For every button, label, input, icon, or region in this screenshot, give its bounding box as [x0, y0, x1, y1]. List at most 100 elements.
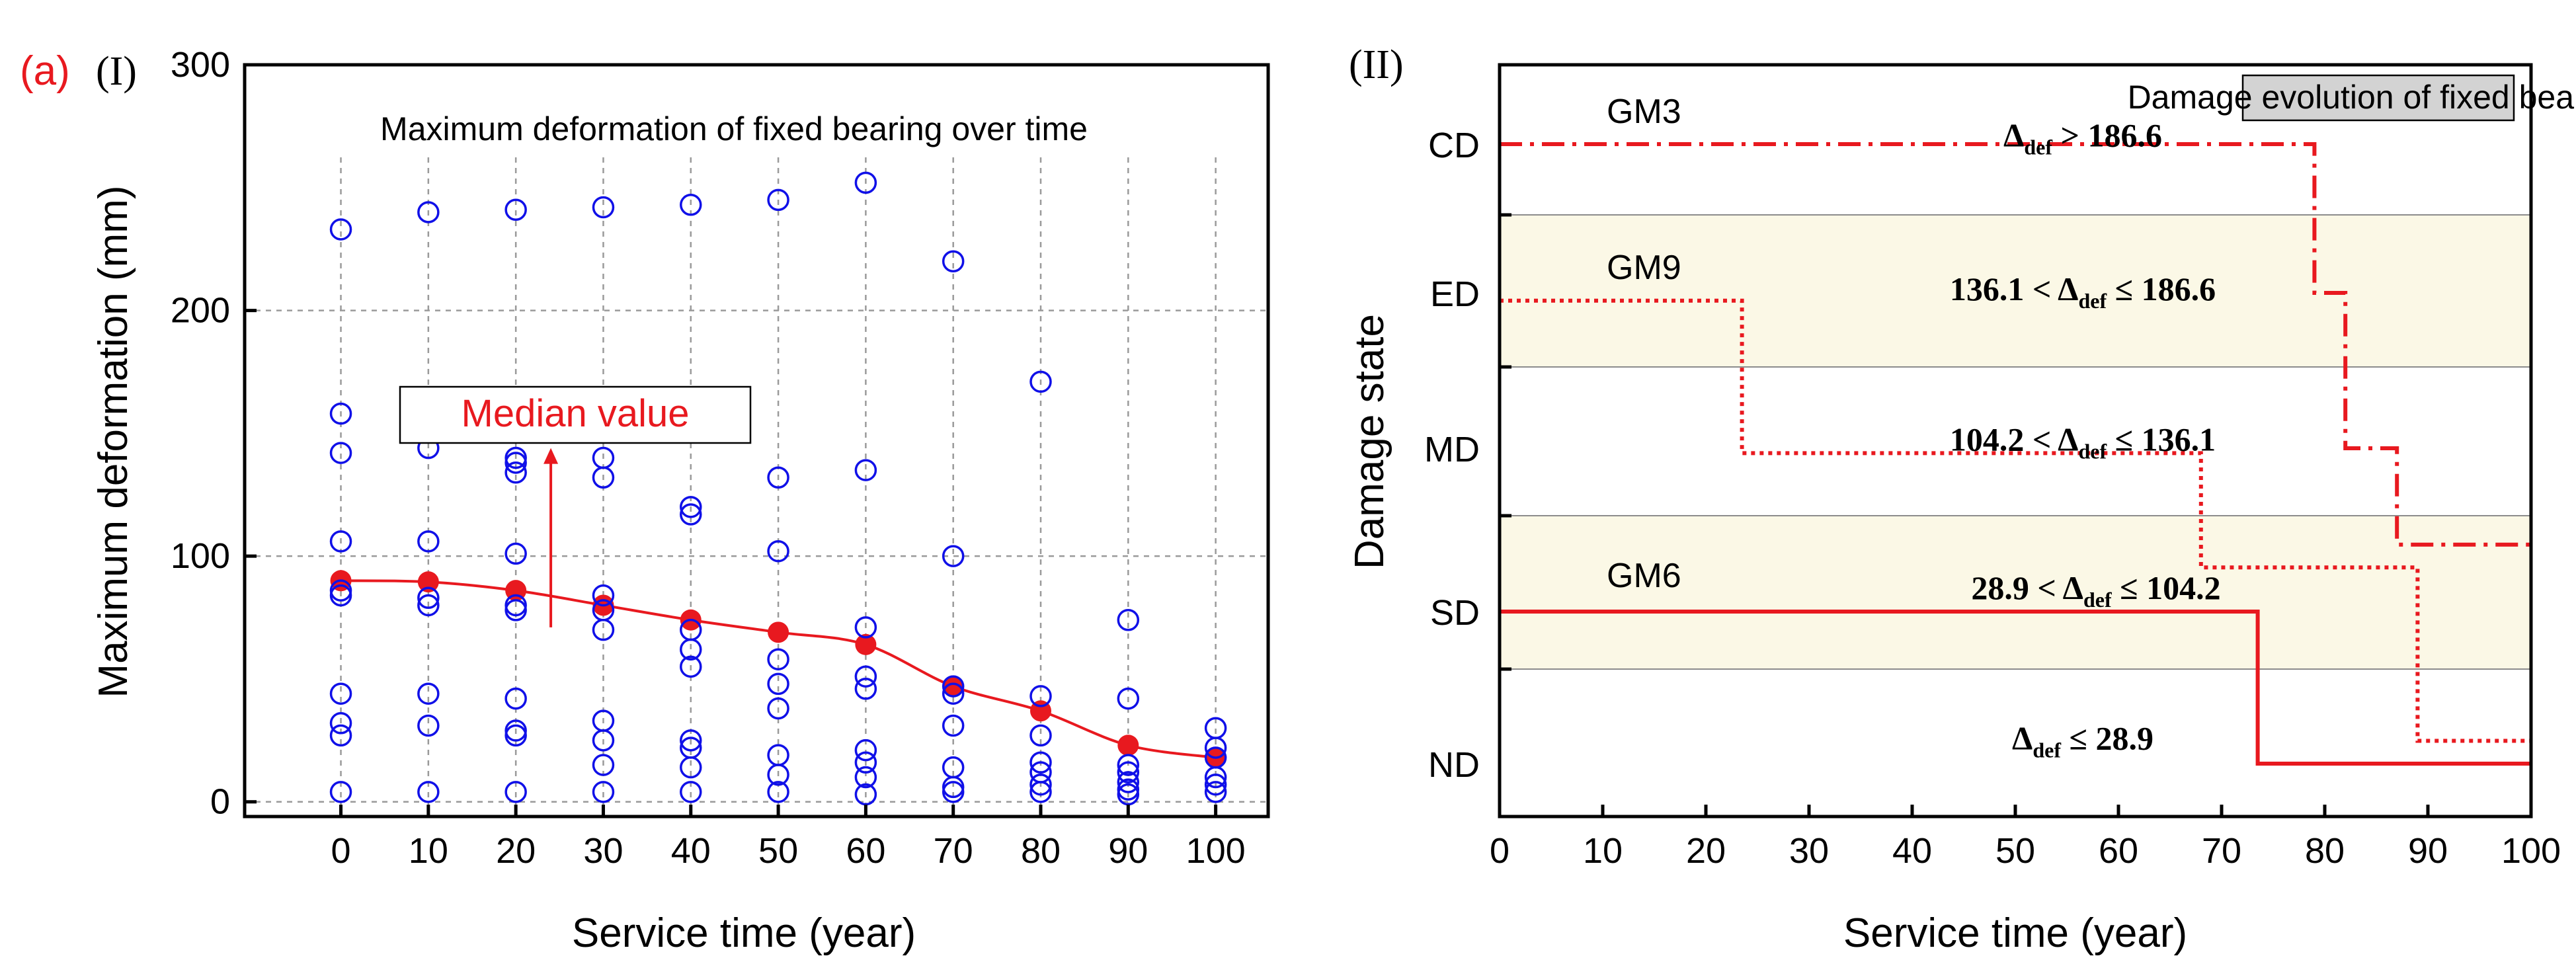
data-point [942, 675, 965, 698]
scatter-points [329, 171, 1227, 806]
panel-2-title-bg [2241, 74, 2515, 122]
data-point [1204, 766, 1227, 789]
data-point [767, 540, 789, 563]
data-point [942, 250, 965, 273]
median-point [1117, 735, 1139, 756]
data-point [680, 756, 702, 779]
data-point [942, 682, 965, 705]
data-point [767, 188, 789, 212]
data-point [417, 586, 440, 610]
data-point [854, 171, 877, 194]
x-tick-label: 40 [1892, 831, 1932, 871]
median-point [942, 676, 964, 698]
y-tick-label: MD [1424, 430, 1480, 469]
panel-2-id: (II) [1349, 42, 1404, 87]
data-point [504, 542, 527, 565]
data-point [767, 697, 789, 720]
data-point [417, 201, 440, 223]
x-tick-label: 80 [1021, 831, 1061, 871]
data-point [1029, 685, 1052, 707]
data-point [417, 530, 440, 553]
median-annotation: Median value [399, 385, 752, 627]
panel-damage: 0 10 20 30 40 50 60 70 80 90 100 ND SD MD ED CD Δdef ≤… [1347, 42, 2576, 956]
series-label-gm6: GM6 [1607, 557, 1681, 595]
panel-2-x-axis: 0 10 20 30 40 50 60 70 80 90 100 [1490, 805, 2561, 871]
data-point [767, 781, 789, 803]
x-tick-label: 20 [496, 831, 536, 871]
data-point [1029, 724, 1052, 747]
data-point [329, 530, 352, 553]
y-tick-label: ED [1430, 274, 1480, 314]
data-point [1204, 781, 1227, 803]
panel-1-id: (I) [96, 49, 137, 94]
data-point [680, 655, 702, 678]
data-point [854, 766, 877, 789]
median-arrowhead [543, 448, 559, 464]
y-tick-label: 200 [171, 291, 230, 331]
data-point [1204, 773, 1227, 796]
data-point [1117, 608, 1140, 631]
data-point [329, 712, 352, 735]
data-point [854, 665, 877, 688]
band-label-cd: Δdef > 186.6 [2003, 117, 2162, 159]
x-tick-label: 0 [331, 831, 351, 871]
data-point [942, 714, 965, 737]
band-label-md: 104.2 < Δdef ≤ 136.1 [1950, 421, 2216, 463]
panel-label: (a) [20, 48, 70, 94]
data-point [680, 638, 702, 661]
data-point [504, 599, 527, 621]
data-point [1117, 771, 1140, 793]
x-tick-label: 70 [2202, 831, 2241, 871]
data-point [854, 459, 877, 481]
data-point [1117, 754, 1140, 776]
median-label: Median value [462, 392, 690, 435]
data-point [854, 739, 877, 762]
band-label-nd: Δdef ≤ 28.9 [2012, 720, 2153, 762]
data-point [329, 442, 352, 464]
panel-deformation: 0 10 20 30 40 50 60 70 80 90 100 0 100 200 300 (a) (I… [20, 45, 1270, 956]
x-tick-label: 90 [1108, 831, 1148, 871]
x-tick-label: 10 [409, 831, 448, 871]
y-tick-label: 100 [171, 536, 230, 576]
band-label-ed: 136.1 < Δdef ≤ 186.6 [1950, 270, 2216, 313]
data-point [767, 466, 789, 489]
line-gm9 [1500, 298, 2531, 743]
x-tick-label: 50 [758, 831, 798, 871]
data-point [680, 503, 702, 526]
line-gm6 [1500, 610, 2531, 766]
x-tick-label: 80 [2305, 831, 2345, 871]
data-point [1117, 783, 1140, 806]
data-point [592, 754, 615, 776]
damage-bands [1500, 214, 2531, 670]
data-point [1204, 737, 1227, 759]
x-tick-label: 0 [1490, 831, 1509, 871]
y-tick-label: SD [1430, 593, 1480, 633]
data-point [1117, 687, 1140, 710]
panel-1-x-axis: 0 10 20 30 40 50 60 70 80 90 100 [331, 805, 1246, 871]
data-point [592, 618, 615, 641]
data-point [680, 496, 702, 518]
data-point [329, 682, 352, 705]
x-tick-label: 30 [1789, 831, 1829, 871]
data-point [767, 672, 789, 696]
x-tick-label: 100 [2501, 831, 2561, 871]
panel-2-title: Damage evolution of fixed bearing [2128, 79, 2576, 116]
panel-2-y-axis: ND SD MD ED CD [1424, 126, 1511, 785]
data-point [504, 452, 527, 474]
data-point [592, 781, 615, 803]
data-point [329, 218, 352, 241]
median-point [768, 621, 789, 643]
data-point [1029, 773, 1052, 796]
data-point [1029, 781, 1052, 803]
band-label-sd: 28.9 < Δdef ≤ 104.2 [1971, 569, 2220, 612]
data-point [942, 781, 965, 803]
data-point [417, 714, 440, 737]
panel-1-title: Maximum deformation of fixed bearing ove… [380, 110, 1088, 147]
data-point [504, 198, 527, 221]
data-point [1117, 761, 1140, 783]
data-point [592, 466, 615, 489]
data-point [504, 724, 527, 747]
data-point [504, 687, 527, 710]
line-gm3 [1500, 142, 2531, 547]
